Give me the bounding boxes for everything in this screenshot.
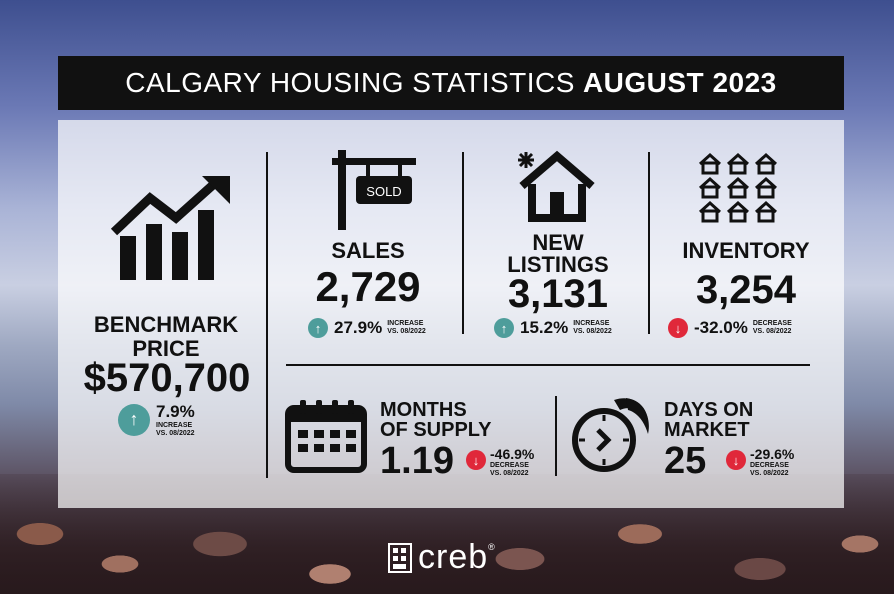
- arrow-up-icon: ↑: [118, 403, 150, 436]
- sales-change: ↑ 27.9% INCREASE VS. 08/2022: [308, 318, 426, 338]
- divider-vertical-1: [266, 152, 268, 478]
- inventory-change-word: DECREASE: [752, 320, 792, 328]
- months-supply-change-pct: -46.9%: [490, 446, 535, 462]
- months-supply-period: VS. 08/2022: [490, 469, 529, 477]
- divider-vertical-3: [648, 152, 650, 334]
- creb-logo-text: creb: [418, 538, 489, 576]
- new-listings-change-word: INCREASE: [573, 320, 610, 328]
- arrow-down-icon: ↓: [726, 450, 746, 470]
- divider-vertical-4: [555, 396, 557, 476]
- months-supply-value: 1.19: [380, 440, 454, 482]
- chart-growth-icon: [110, 176, 230, 287]
- days-on-market-label: DAYS ON MARKET: [664, 400, 753, 440]
- months-supply-label: MONTHS OF SUPPLY: [380, 400, 492, 440]
- sales-change-word: INCREASE: [387, 320, 424, 328]
- months-supply-change: ↓ -46.9% DECREASE VS. 08/2022: [466, 446, 534, 477]
- inventory-change-pct: -32.0%: [694, 318, 748, 337]
- sales-change-pct: 27.9%: [334, 318, 383, 337]
- title-regular: CALGARY HOUSING STATISTICS: [125, 67, 575, 98]
- inventory-label: INVENTORY: [682, 238, 810, 263]
- arrow-up-icon: ↑: [494, 318, 514, 338]
- months-supply-change-word: DECREASE: [490, 462, 529, 469]
- page-title: CALGARY HOUSING STATISTICS AUGUST 2023: [58, 56, 844, 110]
- benchmark-value: $570,700: [83, 356, 251, 400]
- divider-vertical-2: [462, 152, 464, 334]
- creb-registered-mark: ®: [488, 542, 495, 552]
- new-listings-label-line2: LISTINGS: [507, 252, 609, 277]
- stats-panel: BENCHMARK PRICE $570,700 ↑ 7.9% INCREASE…: [58, 120, 844, 508]
- arrow-up-icon: ↑: [308, 318, 328, 338]
- divider-horizontal: [286, 364, 810, 366]
- days-on-market-change-pct: -29.6%: [750, 446, 795, 462]
- new-listings-label: NEW LISTINGS: [478, 232, 638, 276]
- days-on-market-change-word: DECREASE: [750, 462, 789, 469]
- creb-mark-icon: [388, 542, 412, 573]
- days-on-market-label-line2: MARKET: [664, 419, 750, 441]
- stopwatch-fire-icon: [570, 394, 654, 479]
- benchmark-label-line2: PRICE: [132, 336, 200, 361]
- arrow-down-icon: ↓: [668, 318, 688, 338]
- inventory-change: ↓ -32.0% DECREASE VS. 08/2022: [668, 318, 792, 338]
- sales-value: 2,729: [315, 263, 421, 310]
- benchmark-label-line1: BENCHMARK: [93, 312, 239, 337]
- benchmark-label: BENCHMARK PRICE: [86, 314, 246, 360]
- inventory-period: VS. 08/2022: [752, 328, 792, 335]
- title-bold: AUGUST 2023: [582, 67, 777, 98]
- sales-period: VS. 08/2022: [387, 328, 426, 335]
- days-on-market-value: 25: [664, 440, 707, 482]
- benchmark-change-pct: 7.9%: [156, 402, 195, 421]
- creb-logo: creb ®: [388, 538, 495, 577]
- benchmark-period: VS. 08/2022: [156, 429, 195, 437]
- new-listings-value: 3,131: [507, 272, 609, 316]
- days-on-market-period: VS. 08/2022: [750, 469, 789, 477]
- arrow-down-icon: ↓: [466, 450, 486, 470]
- inventory-value: 3,254: [695, 268, 797, 312]
- benchmark-change: ↑ 7.9% INCREASE VS. 08/2022: [118, 402, 195, 437]
- new-listings-change-pct: 15.2%: [520, 318, 569, 337]
- sold-sign-text: SOLD: [366, 184, 402, 199]
- new-listings-change: ↑ 15.2% INCREASE VS. 08/2022: [494, 318, 612, 338]
- new-listings-period: VS. 08/2022: [573, 328, 612, 335]
- months-supply-label-line1: MONTHS: [380, 399, 467, 421]
- sold-sign-icon: [332, 150, 416, 235]
- calendar-icon: [284, 398, 368, 479]
- house-icon: [516, 150, 598, 227]
- houses-grid-icon: [698, 152, 782, 229]
- sales-label: SALES: [331, 238, 405, 263]
- benchmark-change-word: INCREASE: [156, 422, 193, 429]
- new-listings-label-line1: NEW: [532, 230, 584, 255]
- days-on-market-label-line1: DAYS ON: [664, 399, 754, 421]
- days-on-market-change: ↓ -29.6% DECREASE VS. 08/2022: [726, 446, 794, 477]
- months-supply-label-line2: OF SUPPLY: [380, 419, 492, 441]
